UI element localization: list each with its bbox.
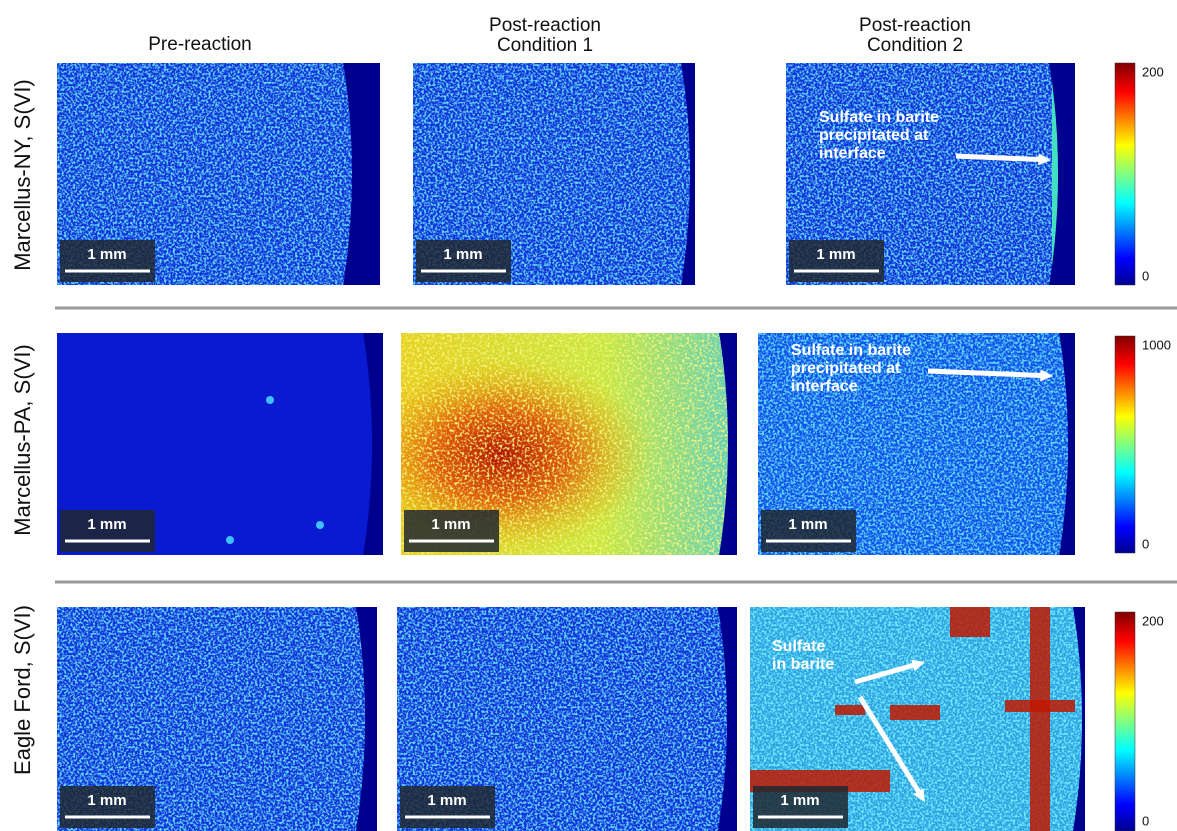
colorbar-max: 200	[1142, 64, 1164, 79]
colorbar-max: 200	[1142, 613, 1164, 628]
red-streak	[890, 705, 940, 720]
colorbar	[1115, 336, 1135, 553]
annotation: Sulfate	[772, 638, 825, 655]
colorbar	[1115, 63, 1135, 285]
scale-bar: 1 mm	[761, 510, 856, 552]
scale-bar-label: 1 mm	[788, 516, 827, 533]
row-label: Marcellus-PA, S(VI)	[10, 344, 35, 536]
scale-bar-label: 1 mm	[87, 792, 126, 809]
scale-bar: 1 mm	[400, 786, 495, 828]
scale-bar-label: 1 mm	[443, 246, 482, 263]
annotation: precipitated at	[819, 127, 929, 144]
colorbar-min: 0	[1142, 536, 1149, 551]
annotation: interface	[819, 145, 886, 162]
column-header: Condition 1	[497, 35, 593, 56]
scale-bar-label: 1 mm	[87, 516, 126, 533]
column-header: Post-reaction	[859, 15, 971, 36]
colorbar	[1115, 612, 1135, 831]
red-streak	[950, 607, 990, 637]
column-header: Pre-reaction	[148, 34, 252, 55]
scale-bar: 1 mm	[404, 510, 499, 552]
map-panel: 1 mm	[413, 63, 695, 285]
figure: Pre-reactionPost-reactionCondition 1Post…	[0, 0, 1177, 831]
scale-bar: 1 mm	[753, 786, 848, 828]
annotation: interface	[791, 378, 858, 395]
scale-bar: 1 mm	[60, 786, 155, 828]
spot	[266, 396, 274, 404]
column-header: Post-reaction	[489, 15, 601, 36]
colorbar-min: 0	[1142, 268, 1149, 283]
scale-bar: 1 mm	[789, 240, 884, 282]
map-panel: 1 mm	[397, 607, 737, 831]
spot	[226, 536, 234, 544]
annotation: Sulfate in barite	[791, 342, 911, 359]
colorbar-min: 0	[1142, 813, 1149, 828]
row-label: Marcellus-NY, S(VI)	[10, 79, 35, 271]
red-streak	[1030, 607, 1050, 831]
colorbar-max: 1000	[1142, 337, 1171, 352]
scale-bar-label: 1 mm	[780, 792, 819, 809]
scale-bar-label: 1 mm	[427, 792, 466, 809]
spot	[316, 521, 324, 529]
annotation: Sulfate in barite	[819, 109, 939, 126]
annotation: in barite	[772, 656, 834, 673]
scale-bar-label: 1 mm	[87, 246, 126, 263]
scale-bar-label: 1 mm	[431, 516, 470, 533]
scale-bar: 1 mm	[60, 240, 155, 282]
map-panel: 1 mm	[57, 63, 380, 285]
scale-bar-label: 1 mm	[816, 246, 855, 263]
map-panel: 1 mm	[401, 333, 737, 555]
map-panel: 1 mm	[57, 607, 377, 831]
scale-bar: 1 mm	[60, 510, 155, 552]
row-label: Eagle Ford, S(VI)	[10, 605, 35, 775]
red-streak	[835, 705, 865, 715]
scale-bar: 1 mm	[416, 240, 511, 282]
map-panel: 1 mm	[57, 333, 383, 555]
annotation: precipitated at	[791, 360, 901, 377]
column-header: Condition 2	[867, 35, 963, 56]
red-streak	[1005, 700, 1075, 712]
